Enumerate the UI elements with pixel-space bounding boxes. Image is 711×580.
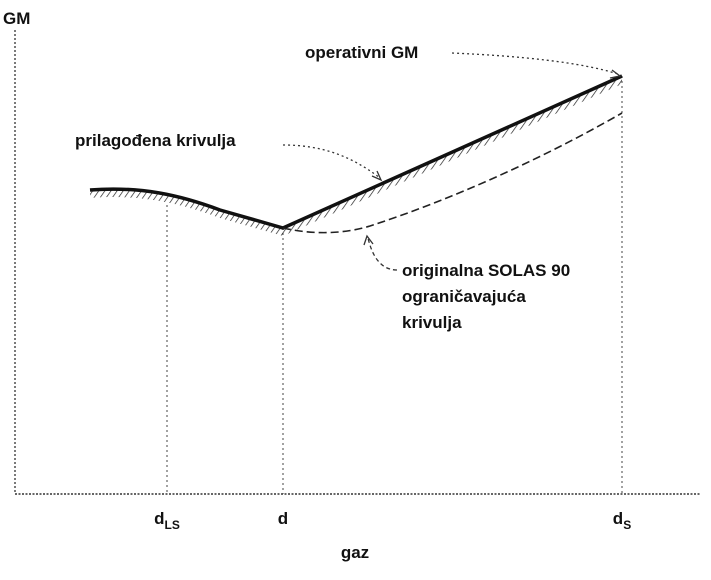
annotation: krivulja xyxy=(402,313,462,332)
annotation: originalna SOLAS 90 xyxy=(402,261,570,280)
annotation: operativni GM xyxy=(305,43,418,62)
original-curve xyxy=(282,112,623,234)
leader xyxy=(451,52,619,75)
hatching xyxy=(90,76,622,236)
tick-labels: dLS d dS xyxy=(154,509,631,532)
tick-label: dS xyxy=(613,509,631,532)
tick-label: dLS xyxy=(154,509,180,532)
y-label: GM xyxy=(3,9,30,28)
tick-main: d xyxy=(154,509,164,528)
arrow-head xyxy=(609,69,622,79)
annotation: ograničavajuća xyxy=(402,287,526,306)
tick-main: d xyxy=(278,509,288,528)
tick-sub: LS xyxy=(165,518,180,532)
arrow-head xyxy=(371,170,383,182)
leader xyxy=(367,237,398,271)
arrow-head xyxy=(363,234,374,246)
tick-sub: S xyxy=(623,518,631,532)
tick-main: d xyxy=(613,509,623,528)
leader xyxy=(282,144,381,179)
adjusted-curve xyxy=(89,74,623,230)
x-label: gaz xyxy=(341,543,369,562)
annotation: prilagođena krivulja xyxy=(75,131,236,150)
tick-label: d xyxy=(278,509,288,528)
